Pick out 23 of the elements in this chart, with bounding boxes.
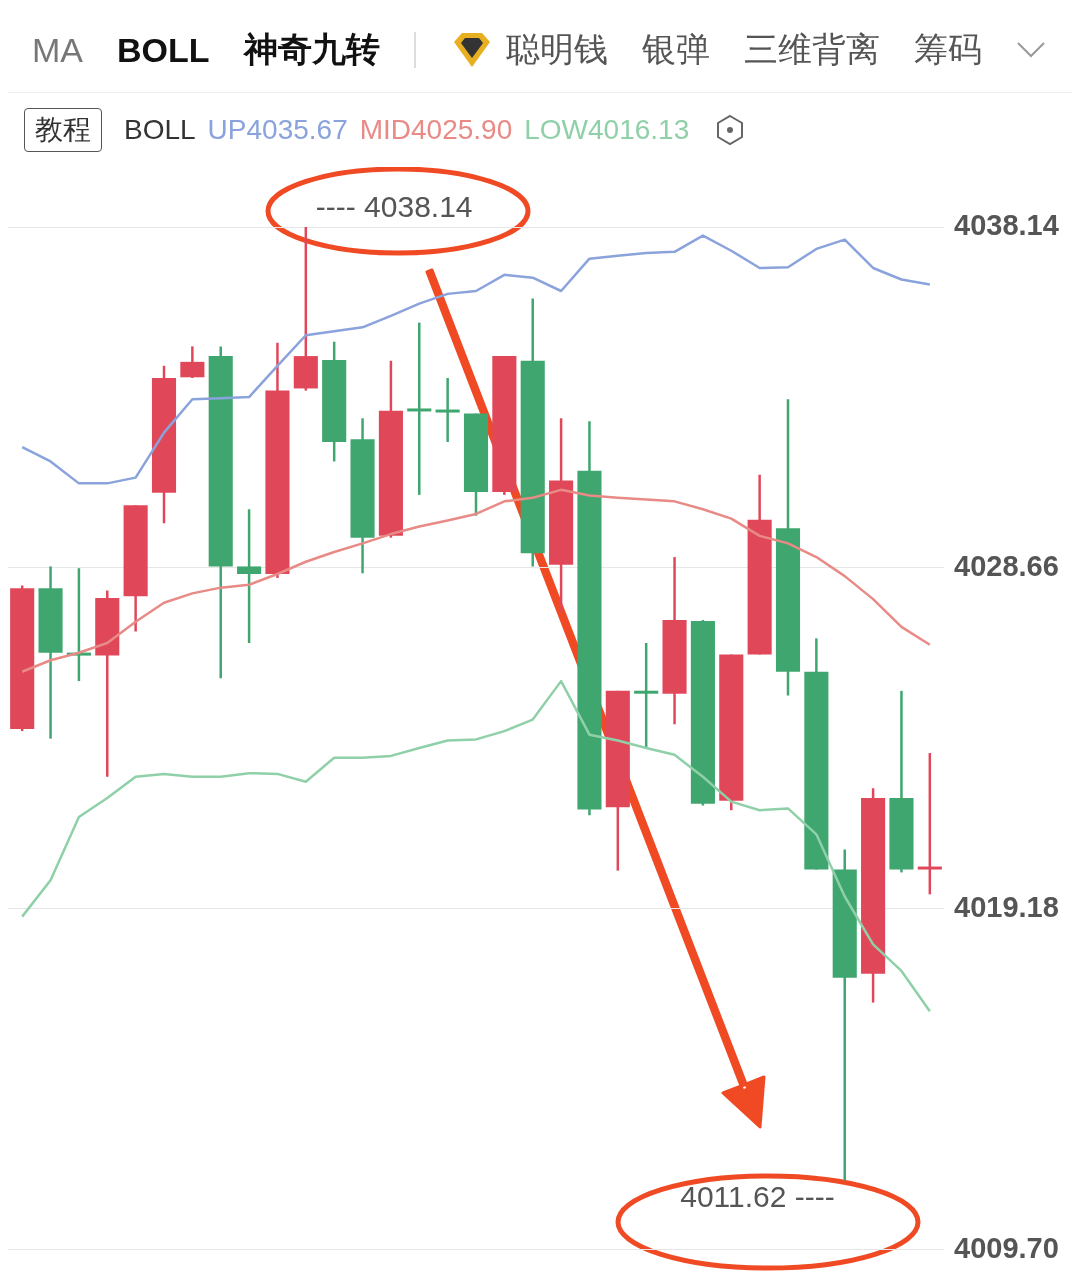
candlestick: [435, 376, 460, 444]
text: 神奇九转: [243, 29, 380, 70]
legend-title: BOLL: [124, 114, 196, 146]
y-tick-label: 4038.14: [954, 209, 1059, 241]
candlestick: [237, 508, 262, 645]
y-tick-label: 4028.66: [954, 549, 1059, 582]
candlestick: [917, 751, 942, 896]
text: 教程: [24, 108, 102, 152]
text: MA: [32, 30, 83, 70]
annotation: 4011.62 ----: [680, 1179, 835, 1213]
candlestick: [634, 641, 659, 750]
text: 聪明钱: [505, 29, 608, 70]
y-tick-label: 4009.70: [954, 1231, 1059, 1264]
text: ---- 4038.14: [315, 190, 473, 224]
text: LOW4016.13: [524, 114, 690, 146]
text: MID4025.90: [359, 114, 513, 146]
text: 三维背离: [743, 29, 880, 70]
text: UP4035.67: [207, 114, 348, 146]
text: 筹码: [913, 29, 982, 70]
text: 银弹: [641, 29, 710, 70]
y-tick-label: 4019.18: [954, 890, 1059, 923]
text: BOLL: [117, 30, 210, 70]
candlestick: [407, 321, 432, 497]
